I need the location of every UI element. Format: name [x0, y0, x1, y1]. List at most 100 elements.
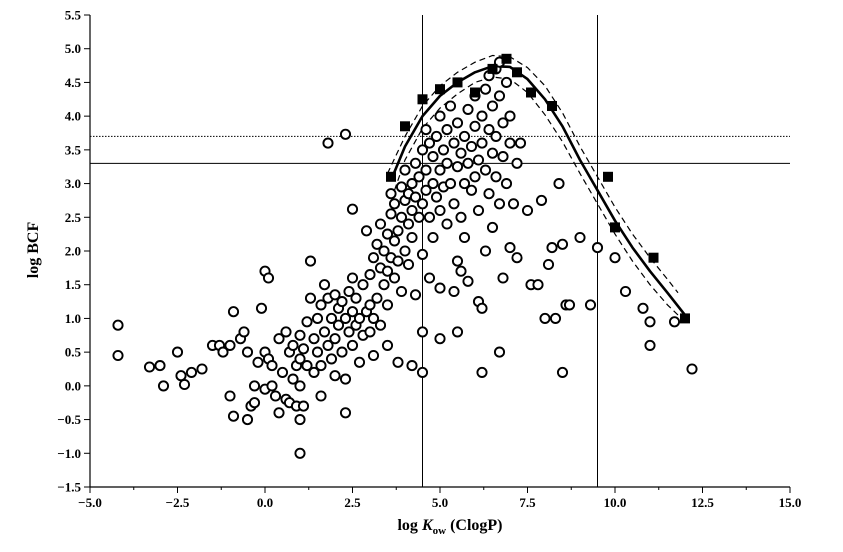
data-point-open: [504, 137, 516, 149]
data-point-open: [416, 248, 429, 260]
data-point-open: [395, 211, 408, 223]
data-point-open: [224, 339, 236, 351]
data-point-open: [374, 218, 387, 230]
data-point-open: [486, 221, 499, 233]
data-point-open: [434, 164, 446, 176]
data-point-open: [308, 333, 320, 345]
data-point-open: [112, 349, 124, 362]
data-point-open: [360, 225, 373, 237]
data-point-open: [584, 299, 597, 311]
x-tick-label: 5.0: [432, 495, 448, 510]
data-point-open: [448, 137, 460, 149]
y-tick-label: 0.0: [65, 378, 81, 393]
data-point-open: [574, 231, 586, 244]
data-point-open: [479, 164, 492, 176]
data-point-open: [483, 188, 495, 200]
data-point-open: [325, 353, 338, 365]
data-point-open: [273, 333, 285, 345]
data-point-filled: [610, 222, 620, 233]
x-axis-title-variable: K: [421, 517, 434, 534]
data-point-open: [497, 272, 509, 284]
data-point-open: [343, 285, 355, 298]
data-point-open: [455, 265, 467, 277]
data-point-open: [434, 333, 446, 345]
data-point-open: [469, 120, 481, 132]
data-point-open: [437, 144, 450, 156]
data-point-open: [301, 316, 313, 328]
data-point-open: [427, 151, 439, 163]
data-point-open: [458, 231, 471, 244]
data-point-open: [451, 161, 464, 173]
data-point-open: [287, 373, 299, 385]
data-point-open: [301, 360, 313, 372]
y-tick-label: 0.5: [65, 345, 82, 360]
data-point-filled: [547, 101, 557, 111]
data-point-open: [686, 363, 698, 375]
data-point-open: [490, 171, 502, 183]
data-point-open: [297, 343, 310, 355]
data-point-open: [266, 360, 278, 372]
y-tick-label: −1.0: [57, 446, 81, 461]
data-point-open: [346, 339, 359, 351]
data-point-filled: [417, 94, 428, 105]
data-point-open: [448, 198, 460, 210]
data-point-open: [479, 83, 492, 95]
data-point-open: [325, 312, 338, 324]
data-point-open: [556, 238, 569, 250]
data-point-open: [255, 302, 268, 314]
data-point-open: [430, 130, 443, 142]
data-point-open: [395, 181, 408, 193]
data-point-open: [315, 360, 327, 372]
data-point-filled: [452, 77, 463, 88]
data-point-filled: [386, 171, 396, 182]
data-point-open: [416, 144, 429, 156]
data-point-open: [392, 356, 404, 368]
data-point-open: [416, 366, 429, 378]
data-point-open: [462, 275, 474, 287]
data-point-open: [227, 410, 240, 422]
data-point-open: [500, 178, 513, 190]
data-point-open: [465, 140, 478, 153]
data-point-open: [269, 390, 282, 402]
data-point-open: [455, 147, 467, 159]
data-point-filled: [435, 84, 445, 95]
data-point-open: [476, 302, 488, 314]
data-point-open: [472, 204, 485, 217]
x-tick-label: 2.5: [344, 495, 361, 510]
data-point-open: [238, 326, 250, 338]
y-tick-label: 2.0: [65, 244, 81, 259]
data-point-open: [217, 346, 229, 358]
y-axis-ticks: −1.5 −1.0 −0.5 0.0 0.5 1.0 1.5 2.0 2.5 3.0 3.5 4.0 4…: [57, 8, 90, 495]
data-point-open: [444, 178, 457, 190]
data-point-open: [399, 164, 411, 176]
data-point-open: [388, 235, 401, 247]
data-point-open: [353, 312, 366, 324]
y-tick-label: 4.5: [65, 75, 82, 90]
data-point-open: [304, 255, 317, 267]
data-point-open: [294, 380, 306, 392]
data-point-open: [385, 188, 397, 200]
x-tick-label: 15.0: [779, 495, 802, 510]
data-point-open: [430, 191, 443, 203]
data-point-open: [591, 242, 604, 254]
data-point-open: [521, 204, 534, 217]
data-point-open: [318, 326, 331, 338]
data-point-open: [388, 198, 401, 210]
data-point-open: [479, 245, 492, 257]
data-point-open: [336, 296, 348, 308]
data-point-open: [434, 110, 446, 122]
data-point-open: [448, 285, 460, 298]
data-point-open: [637, 302, 649, 314]
data-point-open: [343, 326, 355, 338]
data-point-open: [143, 361, 156, 373]
data-point-open: [262, 272, 275, 284]
y-tick-label: −1.5: [57, 480, 81, 495]
data-point-open: [413, 171, 425, 183]
data-point-open: [364, 326, 376, 338]
data-point-open: [455, 211, 467, 223]
x-tick-label: 0.0: [257, 495, 273, 510]
data-point-open: [402, 258, 415, 271]
data-point-open: [458, 178, 471, 190]
data-point-open: [416, 198, 429, 210]
